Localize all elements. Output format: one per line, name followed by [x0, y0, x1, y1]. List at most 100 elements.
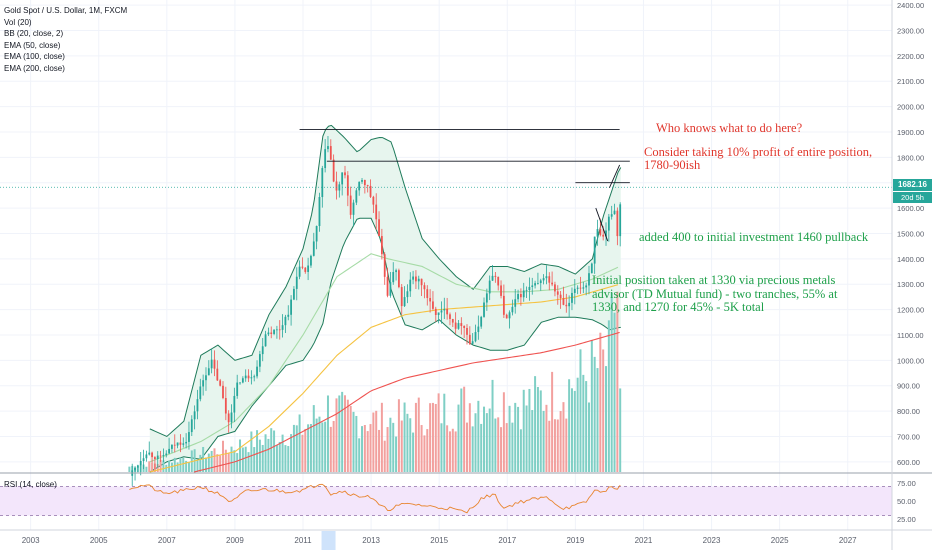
candle-body: [361, 180, 363, 182]
volume-bar: [403, 402, 406, 472]
volume-bar: [258, 439, 261, 472]
candle-body: [171, 444, 173, 449]
time-tick-label: 2021: [635, 536, 653, 545]
symbol-title[interactable]: Gold Spot / U.S. Dollar, 1M, FXCM: [4, 6, 128, 15]
legend-bb[interactable]: BB (20, close, 2): [4, 29, 64, 39]
candle-body: [224, 398, 227, 414]
volume-bar: [548, 420, 551, 472]
candle-body: [520, 294, 522, 298]
volume-bar: [290, 434, 293, 472]
trend-ray: [595, 207, 609, 242]
candle-body: [278, 329, 281, 331]
volume-bar: [483, 406, 486, 472]
annotation-consider-line2[interactable]: 1780-90ish: [644, 158, 701, 172]
candle-body: [287, 314, 290, 317]
candle-body: [582, 287, 585, 289]
annotation-initial-line2[interactable]: advisor (TD Mutual fund) - two tranches,…: [592, 287, 838, 301]
volume-bar: [409, 418, 412, 472]
legend-ema200[interactable]: EMA (200, close): [4, 63, 65, 73]
volume-bar: [497, 417, 500, 472]
volume-bar: [491, 379, 494, 472]
candle-body: [395, 270, 397, 273]
candle-body: [159, 455, 162, 457]
candle-body: [304, 267, 307, 272]
price-tick-label: 2400.00: [897, 1, 924, 10]
candle-body: [199, 386, 202, 400]
candle-body: [213, 359, 216, 369]
legend-vol[interactable]: Vol (20): [4, 17, 32, 27]
volume-bar: [576, 377, 579, 472]
price-tick-label: 1600.00: [897, 204, 924, 213]
price-tick-label: 1200.00: [897, 306, 924, 315]
candle-body: [468, 334, 471, 344]
candle-body: [554, 284, 556, 292]
time-tick-label: 2005: [90, 536, 108, 545]
annotation-consider-line1[interactable]: Consider taking 10% profit of entire pos…: [644, 145, 873, 159]
rsi-legend[interactable]: RSI (14, close): [4, 480, 57, 489]
volume-bar: [253, 447, 256, 472]
volume-bar: [517, 406, 520, 472]
candle-body: [539, 280, 542, 284]
annotation-initial-line3[interactable]: 1330, and 1270 for 45% - 5K total: [592, 300, 765, 314]
candle-body: [423, 285, 426, 290]
candle-body: [429, 297, 432, 302]
volume-bar: [420, 425, 423, 472]
candle-body: [454, 322, 457, 329]
candle-body: [290, 299, 292, 315]
price-tick-label: 2000.00: [897, 103, 924, 112]
candle-body: [341, 172, 344, 185]
candle-body: [525, 290, 528, 291]
volume-bar: [216, 454, 219, 472]
volume-bar: [522, 389, 525, 472]
candle-body: [216, 368, 219, 381]
legend-ema100[interactable]: EMA (100, close): [4, 52, 65, 62]
volume-bar: [275, 444, 278, 472]
volume-bar: [553, 419, 556, 472]
volume-bar: [587, 402, 590, 472]
candle-body: [182, 443, 185, 445]
candle-body: [173, 444, 176, 446]
candle-body: [168, 448, 170, 454]
candle-body: [474, 332, 477, 342]
volume-bar: [156, 464, 159, 472]
volume-bar: [431, 402, 434, 472]
time-tick-label: 2017: [498, 536, 516, 545]
annotation-who-knows[interactable]: Who knows what to do here?: [656, 121, 803, 135]
candle-body: [315, 226, 318, 242]
candle-body: [349, 195, 352, 215]
candle-body: [162, 455, 165, 457]
candle-body: [281, 325, 284, 330]
volume-bar: [471, 426, 474, 472]
volume-bar: [315, 418, 318, 472]
candle-body: [599, 229, 602, 235]
volume-bar: [502, 392, 505, 472]
candle-body: [522, 290, 525, 298]
volume-bar: [480, 423, 483, 472]
candle-body: [403, 297, 406, 307]
candle-body: [568, 302, 571, 307]
candle-body: [233, 395, 236, 413]
volume-bar: [182, 457, 185, 472]
volume-bar: [380, 402, 383, 472]
annotation-added[interactable]: added 400 to initial investment 1460 pul…: [639, 230, 869, 244]
drawn-lines[interactable]: [0, 128, 892, 242]
volume-bar: [159, 459, 162, 472]
candle-body: [588, 273, 590, 286]
candle-body: [386, 276, 389, 296]
candle-body: [154, 457, 156, 459]
candle-body: [179, 442, 182, 445]
candle-body: [508, 312, 511, 319]
volume-bar: [389, 417, 392, 472]
candle-body: [602, 234, 605, 237]
price-tick-label: 1500.00: [897, 229, 924, 238]
candle-body: [463, 326, 466, 328]
price-tick-label: 600.00: [897, 458, 920, 467]
volume-bar: [281, 434, 284, 472]
candle-body: [494, 275, 497, 277]
volume-bar: [610, 292, 613, 472]
legend-ema50[interactable]: EMA (50, close): [4, 40, 61, 50]
annotation-initial-line1[interactable]: Initial position taken at 1330 via preci…: [592, 273, 836, 287]
volume-bar: [273, 430, 276, 472]
